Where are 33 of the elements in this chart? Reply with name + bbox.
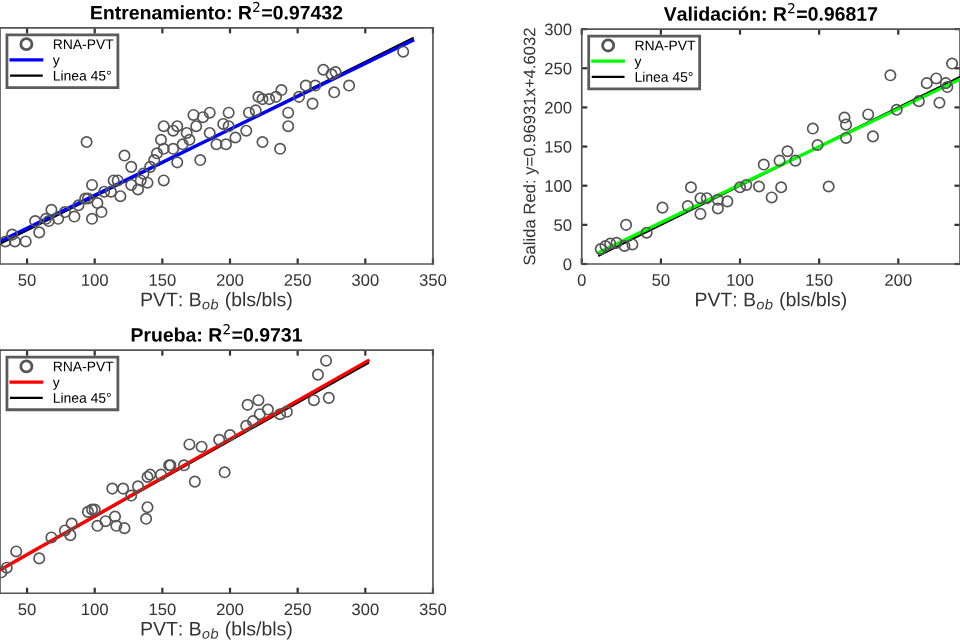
x-tick-label: 350 bbox=[419, 603, 447, 616]
x-axis-title: PVT: B$_{ob}$ (bls/bls) bbox=[141, 292, 292, 311]
chart-title: Entrenamiento: R$^{2}$=0.97432 bbox=[91, 1, 343, 20]
chart-title: Validación: R$^{2}$=0.96817 bbox=[663, 3, 878, 21]
y-tick-label: 50 bbox=[554, 219, 572, 232]
y-tick-label: 300 bbox=[544, 23, 572, 36]
x-tick-label: 150 bbox=[149, 603, 176, 616]
x-axis-title: PVT: B$_{ob}$ (bls/bls) bbox=[141, 621, 292, 640]
x-axis-title: PVT: B$_{ob}$ (bls/bls) bbox=[696, 292, 846, 311]
x-tick-label: 150 bbox=[149, 274, 176, 286]
x-tick-label: 100 bbox=[82, 274, 108, 286]
x-tick-label: 50 bbox=[652, 274, 670, 286]
x-tick-label: 200 bbox=[216, 603, 244, 616]
x-tick-label: 100 bbox=[82, 603, 108, 616]
x-tick-label: 200 bbox=[885, 274, 912, 286]
x-tick-label: 0 bbox=[577, 274, 586, 286]
x-tick-label: 50 bbox=[18, 274, 36, 286]
x-tick-label: 150 bbox=[806, 274, 833, 286]
x-tick-label: 300 bbox=[352, 274, 379, 286]
y-tick-label: 250 bbox=[545, 62, 572, 75]
x-tick-label: 350 bbox=[419, 274, 447, 286]
x-tick-label: 250 bbox=[284, 603, 311, 616]
y-tick-label: 200 bbox=[545, 101, 572, 114]
y-tick-label: 100 bbox=[545, 180, 572, 192]
x-tick-label: 100 bbox=[727, 274, 754, 286]
x-tick-label: 250 bbox=[284, 274, 311, 286]
y-tick-label: 0 bbox=[563, 258, 572, 271]
x-tick-label: 200 bbox=[216, 274, 244, 286]
x-tick-label: 50 bbox=[18, 603, 36, 616]
y-tick-label: 150 bbox=[545, 140, 572, 153]
y-axis-title: Salida Red: y=0.96931x+4.6032 bbox=[523, 28, 539, 265]
x-tick-label: 300 bbox=[352, 603, 379, 616]
chart-title: Prueba: R$^{2}$=0.9731 bbox=[131, 324, 302, 342]
